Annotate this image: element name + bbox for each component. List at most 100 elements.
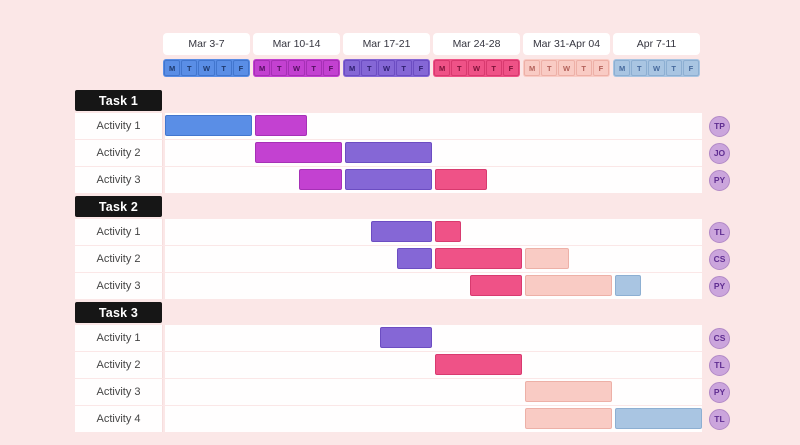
assignee-badge[interactable]: TL [709, 221, 730, 243]
gantt-bar-light_pink[interactable] [525, 248, 569, 269]
assignee-badge[interactable]: TP [709, 115, 730, 137]
gantt-bar-purple[interactable] [379, 327, 432, 348]
day-cell: W [558, 60, 575, 76]
week-label: Mar 31-Apr 04 [523, 33, 610, 55]
day-cell: M [524, 60, 541, 76]
day-cell: W [468, 60, 485, 76]
day-cell: F [682, 60, 700, 76]
activity-timeline [165, 325, 702, 351]
activity-timeline [165, 406, 702, 432]
activity-label: Activity 2 [75, 352, 163, 378]
gantt-bar-light_pink[interactable] [525, 275, 612, 296]
assignee-badge[interactable]: PY [709, 381, 730, 403]
task-header: Task 1 [75, 90, 162, 111]
activity-row: Activity 2 TL [75, 352, 730, 378]
gantt-bar-purple[interactable] [371, 221, 432, 242]
day-cell: T [361, 60, 378, 76]
task-header: Task 3 [75, 302, 162, 323]
task-header: Task 2 [75, 196, 162, 217]
day-cell: M [614, 60, 631, 76]
task-section: Task 2 Activity 1 TL Activity 2 CS Activity 3… [75, 196, 730, 299]
assignee-badge[interactable]: PY [709, 169, 730, 191]
day-cell: T [451, 60, 468, 76]
activity-row: Activity 4 TL [75, 406, 730, 432]
day-cell: T [575, 60, 592, 76]
activity-label: Activity 1 [75, 325, 163, 351]
activity-row: Activity 3 PY [75, 167, 730, 193]
week-label: Apr 7-11 [613, 33, 700, 55]
day-cell: F [412, 60, 430, 76]
week-label: Mar 24-28 [433, 33, 520, 55]
timeline-week-header: Mar 3-7 Mar 10-14 Mar 17-21 Mar 24-28 Mar 31… [163, 33, 700, 55]
gantt-bar-light_blue[interactable] [615, 275, 642, 296]
gantt-bar-pink[interactable] [435, 221, 462, 242]
gantt-bar-magenta[interactable] [255, 142, 342, 163]
activity-timeline [165, 379, 702, 405]
activity-label: Activity 3 [75, 379, 163, 405]
gantt-bar-pink[interactable] [469, 275, 522, 296]
day-cell: F [322, 60, 340, 76]
gantt-bar-blue[interactable] [165, 115, 252, 136]
gantt-bar-pink[interactable] [435, 248, 522, 269]
activity-row: Activity 2 CS [75, 246, 730, 272]
assignee-badge[interactable]: TL [709, 354, 730, 376]
day-cell: T [181, 60, 198, 76]
assignee-badge[interactable]: JO [709, 142, 730, 164]
activity-timeline [165, 219, 702, 245]
day-cell: T [631, 60, 648, 76]
week-label: Mar 10-14 [253, 33, 340, 55]
day-cell: M [164, 60, 181, 76]
activity-row: Activity 3 PY [75, 379, 730, 405]
activity-timeline [165, 140, 702, 166]
gantt-chart-body: Task 1 Activity 1 TP Activity 2 JO Activity 3… [75, 90, 730, 435]
gantt-bar-light_blue[interactable] [615, 408, 702, 429]
day-cell: T [541, 60, 558, 76]
activity-row: Activity 3 PY [75, 273, 730, 299]
task-section: Task 1 Activity 1 TP Activity 2 JO Activity 3… [75, 90, 730, 193]
activity-row: Activity 1 TP [75, 113, 730, 139]
gantt-bar-light_pink[interactable] [525, 381, 612, 402]
activity-label: Activity 1 [75, 113, 163, 139]
gantt-bar-purple[interactable] [345, 142, 432, 163]
activity-label: Activity 4 [75, 406, 163, 432]
day-cell: T [395, 60, 412, 76]
assignee-badge[interactable]: TL [709, 408, 730, 430]
gantt-bar-pink[interactable] [435, 354, 522, 375]
activity-label: Activity 3 [75, 273, 163, 299]
gantt-bar-magenta[interactable] [255, 115, 308, 136]
day-cell: T [271, 60, 288, 76]
assignee-badge[interactable]: CS [709, 327, 730, 349]
activity-timeline [165, 352, 702, 378]
activity-timeline [165, 273, 702, 299]
activity-timeline [165, 246, 702, 272]
day-cell: M [434, 60, 451, 76]
day-cell: W [288, 60, 305, 76]
assignee-badge[interactable]: PY [709, 275, 730, 297]
day-cell: W [648, 60, 665, 76]
gantt-bar-purple[interactable] [345, 169, 432, 190]
day-cell: T [485, 60, 502, 76]
day-cell: W [198, 60, 215, 76]
activity-timeline [165, 167, 702, 193]
task-section: Task 3 Activity 1 CS Activity 2 TL Activity 3… [75, 302, 730, 432]
assignee-badge[interactable]: CS [709, 248, 730, 270]
day-cell: T [665, 60, 682, 76]
week-label: Mar 17-21 [343, 33, 430, 55]
activity-label: Activity 3 [75, 167, 163, 193]
activity-label: Activity 2 [75, 246, 163, 272]
gantt-bar-purple[interactable] [397, 248, 432, 269]
gantt-bar-pink[interactable] [435, 169, 488, 190]
gantt-bar-light_pink[interactable] [525, 408, 612, 429]
day-cell: M [344, 60, 361, 76]
day-cell: F [232, 60, 250, 76]
gantt-bar-magenta[interactable] [298, 169, 342, 190]
activity-row: Activity 2 JO [75, 140, 730, 166]
day-cell: F [592, 60, 610, 76]
